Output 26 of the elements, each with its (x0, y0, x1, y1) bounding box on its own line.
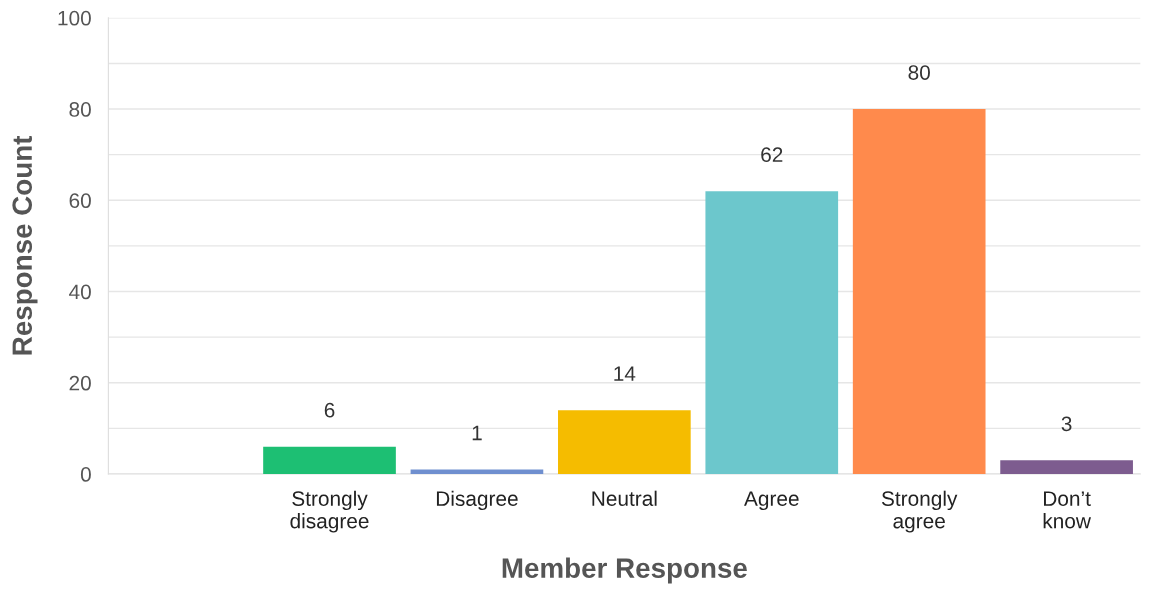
y-axis-title: Response Count (12, 135, 38, 355)
x-tick-label: Agree (744, 491, 799, 511)
x-tick-label: Strongly agree (881, 490, 958, 533)
data-label: 6 (324, 402, 335, 418)
bar (558, 410, 691, 475)
x-tick-label: Neutral (592, 490, 657, 506)
data-label: 80 (908, 65, 930, 80)
y-tick-label: 0 (80, 467, 91, 482)
data-label: 14 (614, 366, 636, 381)
bar (263, 446, 396, 475)
x-tick-label: Don’t know (1043, 491, 1091, 529)
y-tick-label: 40 (69, 284, 91, 300)
bar (705, 191, 839, 475)
y-tick-label: 20 (69, 375, 91, 391)
data-label: 1 (472, 425, 482, 441)
x-tick-label: Disagree (436, 490, 518, 511)
bar (410, 469, 544, 475)
y-tick-label: 100 (58, 10, 91, 26)
y-tick-label: 60 (69, 193, 91, 209)
data-label: 62 (761, 147, 783, 163)
bar (852, 109, 986, 475)
y-tick-label: 80 (69, 102, 91, 117)
x-axis-title: Member Response (502, 557, 747, 584)
data-label: 3 (1061, 416, 1072, 432)
x-tick-label: Strongly disagree (290, 490, 369, 533)
bar (1000, 460, 1133, 475)
